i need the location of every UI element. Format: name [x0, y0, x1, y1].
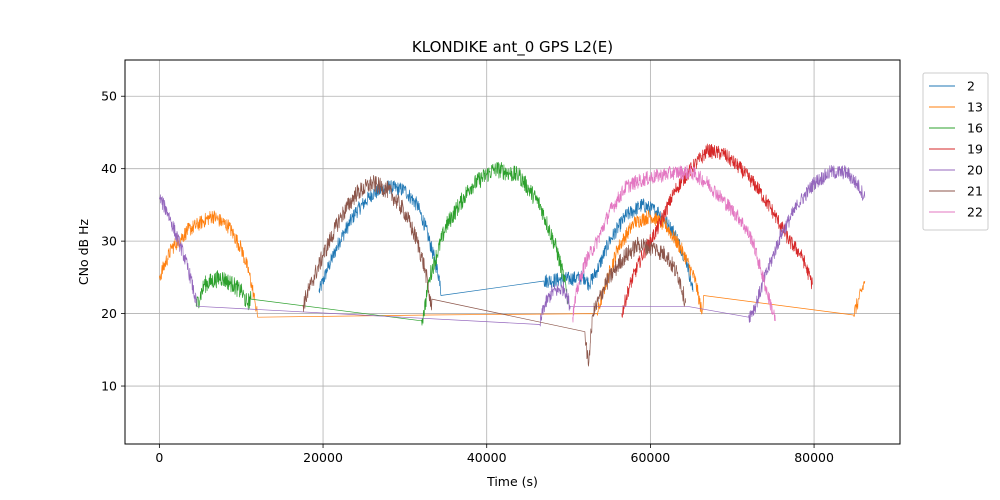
legend-label-21: 21 — [967, 184, 983, 199]
x-tick-label: 60000 — [631, 450, 671, 465]
series-line-19 — [621, 143, 813, 318]
legend-label-16: 16 — [967, 121, 983, 136]
y-tick-label: 50 — [101, 89, 117, 104]
x-tick-label: 80000 — [794, 450, 834, 465]
grid — [125, 60, 900, 444]
series-line-22 — [572, 165, 776, 323]
series-line-20 — [159, 165, 866, 327]
legend-label-22: 22 — [967, 205, 983, 220]
series-line-21 — [302, 175, 686, 367]
series-line-2 — [318, 180, 694, 296]
chart-title: KLONDIKE ant_0 GPS L2(E) — [412, 38, 613, 57]
legend-label-20: 20 — [967, 163, 983, 178]
legend-label-13: 13 — [967, 100, 983, 115]
x-tick-label: 40000 — [467, 450, 507, 465]
y-tick-label: 40 — [101, 161, 117, 176]
x-axis-label: Time (s) — [486, 474, 538, 489]
y-tick-label: 20 — [101, 306, 117, 321]
legend-label-2: 2 — [967, 79, 975, 94]
x-tick-label: 0 — [155, 450, 163, 465]
y-tick-label: 30 — [101, 234, 117, 249]
y-axis: 10 20 30 40 50 — [101, 89, 125, 394]
y-axis-label: CNo dB Hz — [76, 218, 91, 285]
series-line-16 — [195, 161, 569, 326]
axes-frame — [124, 59, 901, 445]
legend: 2 13 16 19 20 21 22 — [922, 72, 989, 231]
x-axis: 0 20000 40000 60000 80000 — [155, 444, 834, 465]
plot-area — [159, 143, 866, 367]
legend-label-19: 19 — [967, 142, 983, 157]
x-tick-label: 20000 — [303, 450, 343, 465]
y-tick-label: 10 — [101, 379, 117, 394]
